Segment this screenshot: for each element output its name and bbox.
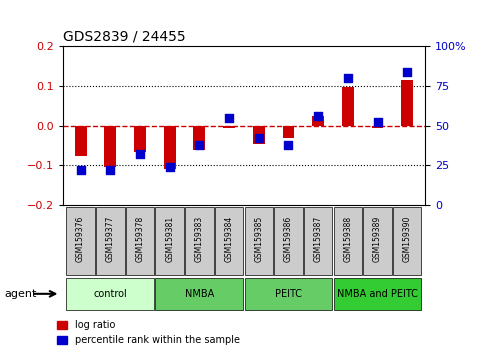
FancyBboxPatch shape: [156, 278, 243, 310]
Text: GSM159385: GSM159385: [254, 216, 263, 262]
Text: GSM159376: GSM159376: [76, 216, 85, 262]
Bar: [164, 126, 176, 170]
Point: [106, 167, 114, 173]
Bar: [401, 80, 413, 126]
Point: [344, 75, 352, 81]
Text: GSM159389: GSM159389: [373, 216, 382, 262]
FancyBboxPatch shape: [363, 207, 392, 275]
Text: control: control: [93, 289, 127, 299]
FancyBboxPatch shape: [126, 207, 154, 275]
Bar: [75, 126, 86, 155]
Point: [403, 69, 411, 74]
Point: [77, 167, 85, 173]
Text: GDS2839 / 24455: GDS2839 / 24455: [63, 29, 185, 44]
FancyBboxPatch shape: [96, 207, 125, 275]
FancyBboxPatch shape: [66, 278, 154, 310]
FancyBboxPatch shape: [156, 207, 184, 275]
Text: NMBA and PEITC: NMBA and PEITC: [337, 289, 418, 299]
Text: GSM159386: GSM159386: [284, 216, 293, 262]
Bar: [371, 126, 384, 128]
Bar: [283, 126, 295, 138]
Legend: log ratio, percentile rank within the sample: log ratio, percentile rank within the sa…: [53, 316, 243, 349]
Bar: [104, 126, 116, 167]
FancyBboxPatch shape: [393, 207, 422, 275]
FancyBboxPatch shape: [334, 207, 362, 275]
Point: [225, 115, 233, 120]
Bar: [134, 126, 146, 152]
Text: GSM159381: GSM159381: [165, 216, 174, 262]
Point: [314, 113, 322, 119]
Bar: [342, 87, 354, 126]
Bar: [193, 126, 205, 149]
FancyBboxPatch shape: [185, 207, 213, 275]
FancyBboxPatch shape: [304, 207, 332, 275]
Bar: [223, 126, 235, 128]
Text: GSM159390: GSM159390: [403, 216, 412, 262]
Text: GSM159388: GSM159388: [343, 216, 352, 262]
Point: [166, 164, 173, 170]
Point: [255, 136, 263, 141]
Text: PEITC: PEITC: [275, 289, 302, 299]
FancyBboxPatch shape: [244, 278, 332, 310]
Text: GSM159377: GSM159377: [106, 216, 115, 262]
Bar: [312, 116, 324, 126]
FancyBboxPatch shape: [66, 207, 95, 275]
FancyBboxPatch shape: [215, 207, 243, 275]
Text: agent: agent: [5, 289, 37, 299]
FancyBboxPatch shape: [334, 278, 422, 310]
Text: GSM159384: GSM159384: [225, 216, 234, 262]
Point: [284, 142, 292, 148]
Point: [374, 120, 382, 125]
Text: GSM159387: GSM159387: [313, 216, 323, 262]
FancyBboxPatch shape: [244, 207, 273, 275]
Bar: [253, 126, 265, 144]
Text: NMBA: NMBA: [185, 289, 214, 299]
FancyBboxPatch shape: [274, 207, 303, 275]
Text: GSM159378: GSM159378: [136, 216, 144, 262]
Point: [136, 152, 144, 157]
Point: [196, 142, 203, 148]
Text: GSM159383: GSM159383: [195, 216, 204, 262]
